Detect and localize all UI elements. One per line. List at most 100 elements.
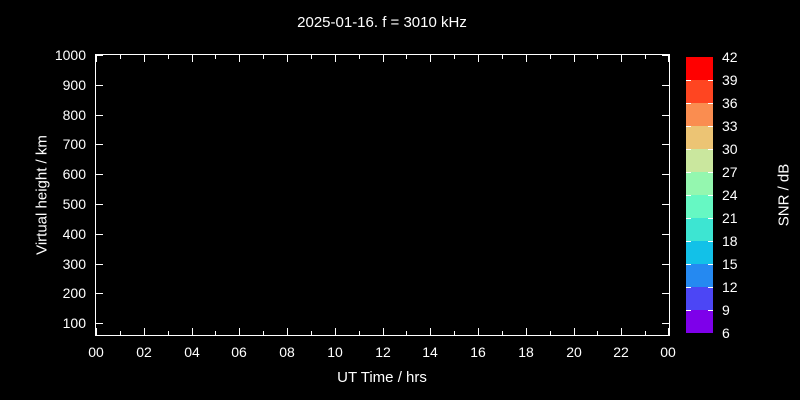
x-minor-tick: [454, 331, 455, 335]
colorbar-boundary-tick: [708, 195, 713, 196]
y-major-tick-mirror: [662, 264, 669, 265]
x-tick-label: 16: [470, 344, 486, 360]
colorbar-segment: [686, 80, 713, 103]
y-major-tick: [96, 85, 103, 86]
colorbar-boundary-tick: [708, 149, 713, 150]
colorbar-segment: [686, 195, 713, 218]
x-major-tick-mirror: [239, 55, 240, 62]
x-tick-label: 06: [231, 344, 247, 360]
colorbar-segment: [686, 264, 713, 287]
x-major-tick: [621, 328, 622, 335]
x-minor-tick: [168, 331, 169, 335]
colorbar-tick-label: 24: [722, 187, 738, 203]
y-major-tick: [96, 204, 103, 205]
x-major-tick: [335, 328, 336, 335]
x-minor-tick-mirror: [263, 55, 264, 59]
colorbar-tick-label: 42: [722, 49, 738, 65]
colorbar-boundary-tick: [686, 218, 691, 219]
colorbar-boundary-tick: [686, 149, 691, 150]
x-major-tick: [668, 328, 669, 335]
y-major-tick-mirror: [662, 174, 669, 175]
y-major-tick-mirror: [662, 144, 669, 145]
colorbar-tick-label: 39: [722, 72, 738, 88]
colorbar-tick-label: 36: [722, 95, 738, 111]
colorbar-segment: [686, 287, 713, 310]
colorbar-segment: [686, 310, 713, 333]
colorbar-segment: [686, 103, 713, 126]
x-major-tick-mirror: [621, 55, 622, 62]
x-minor-tick-mirror: [168, 55, 169, 59]
y-tick-label: 600: [62, 166, 86, 182]
y-tick-label: 500: [62, 196, 86, 212]
x-tick-label: 08: [279, 344, 295, 360]
colorbar-boundary-tick: [708, 80, 713, 81]
x-major-tick-mirror: [192, 55, 193, 62]
colorbar-boundary-tick: [708, 126, 713, 127]
y-major-tick: [96, 144, 103, 145]
y-axis-label: Virtual height / km: [33, 135, 51, 255]
x-major-tick: [478, 328, 479, 335]
y-tick-label: 800: [62, 107, 86, 123]
colorbar-boundary-tick: [708, 172, 713, 173]
y-major-tick-mirror: [662, 323, 669, 324]
x-major-tick-mirror: [478, 55, 479, 62]
y-tick-label: 200: [62, 285, 86, 301]
colorbar-segment: [686, 172, 713, 195]
x-minor-tick-mirror: [645, 55, 646, 59]
colorbar-boundary-tick: [708, 103, 713, 104]
y-tick-label: 900: [62, 77, 86, 93]
y-major-tick: [96, 293, 103, 294]
colorbar-tick-label: 12: [722, 279, 738, 295]
colorbar-boundary-tick: [686, 126, 691, 127]
y-tick-label: 1000: [54, 47, 86, 63]
y-major-tick-mirror: [662, 293, 669, 294]
x-major-tick-mirror: [574, 55, 575, 62]
colorbar-boundary-tick: [686, 241, 691, 242]
colorbar-tick-label: 9: [722, 302, 730, 318]
colorbar-boundary-tick: [708, 287, 713, 288]
y-major-tick: [96, 174, 103, 175]
x-minor-tick-mirror: [120, 55, 121, 59]
colorbar-boundary-tick: [708, 310, 713, 311]
x-minor-tick: [120, 331, 121, 335]
x-major-tick-mirror: [96, 55, 97, 62]
x-minor-tick: [597, 331, 598, 335]
y-major-tick: [96, 55, 103, 56]
x-major-tick: [96, 328, 97, 335]
colorbar-segment: [686, 241, 713, 264]
y-major-tick-mirror: [662, 204, 669, 205]
y-major-tick: [96, 264, 103, 265]
x-major-tick-mirror: [430, 55, 431, 62]
colorbar-tick-label: 30: [722, 141, 738, 157]
colorbar-boundary-tick: [686, 80, 691, 81]
y-major-tick-mirror: [662, 85, 669, 86]
x-major-tick: [144, 328, 145, 335]
x-major-tick: [526, 328, 527, 335]
colorbar-tick-label: 33: [722, 118, 738, 134]
x-major-tick: [239, 328, 240, 335]
colorbar-boundary-tick: [686, 172, 691, 173]
colorbar-segment: [686, 218, 713, 241]
x-tick-label: 12: [375, 344, 391, 360]
colorbar-boundary-tick: [708, 264, 713, 265]
y-major-tick: [96, 234, 103, 235]
y-major-tick-mirror: [662, 55, 669, 56]
y-major-tick-mirror: [662, 115, 669, 116]
y-tick-label: 400: [62, 226, 86, 242]
x-tick-label: 14: [422, 344, 438, 360]
x-major-tick-mirror: [526, 55, 527, 62]
colorbar-tick-label: 15: [722, 256, 738, 272]
colorbar-tick-label: 18: [722, 233, 738, 249]
x-minor-tick: [550, 331, 551, 335]
y-tick-label: 700: [62, 136, 86, 152]
x-major-tick: [430, 328, 431, 335]
x-minor-tick-mirror: [550, 55, 551, 59]
x-tick-label: 18: [518, 344, 534, 360]
plot-area: [95, 54, 670, 336]
colorbar-segment: [686, 149, 713, 172]
x-minor-tick: [645, 331, 646, 335]
x-tick-label: 20: [566, 344, 582, 360]
x-major-tick: [192, 328, 193, 335]
y-major-tick: [96, 115, 103, 116]
